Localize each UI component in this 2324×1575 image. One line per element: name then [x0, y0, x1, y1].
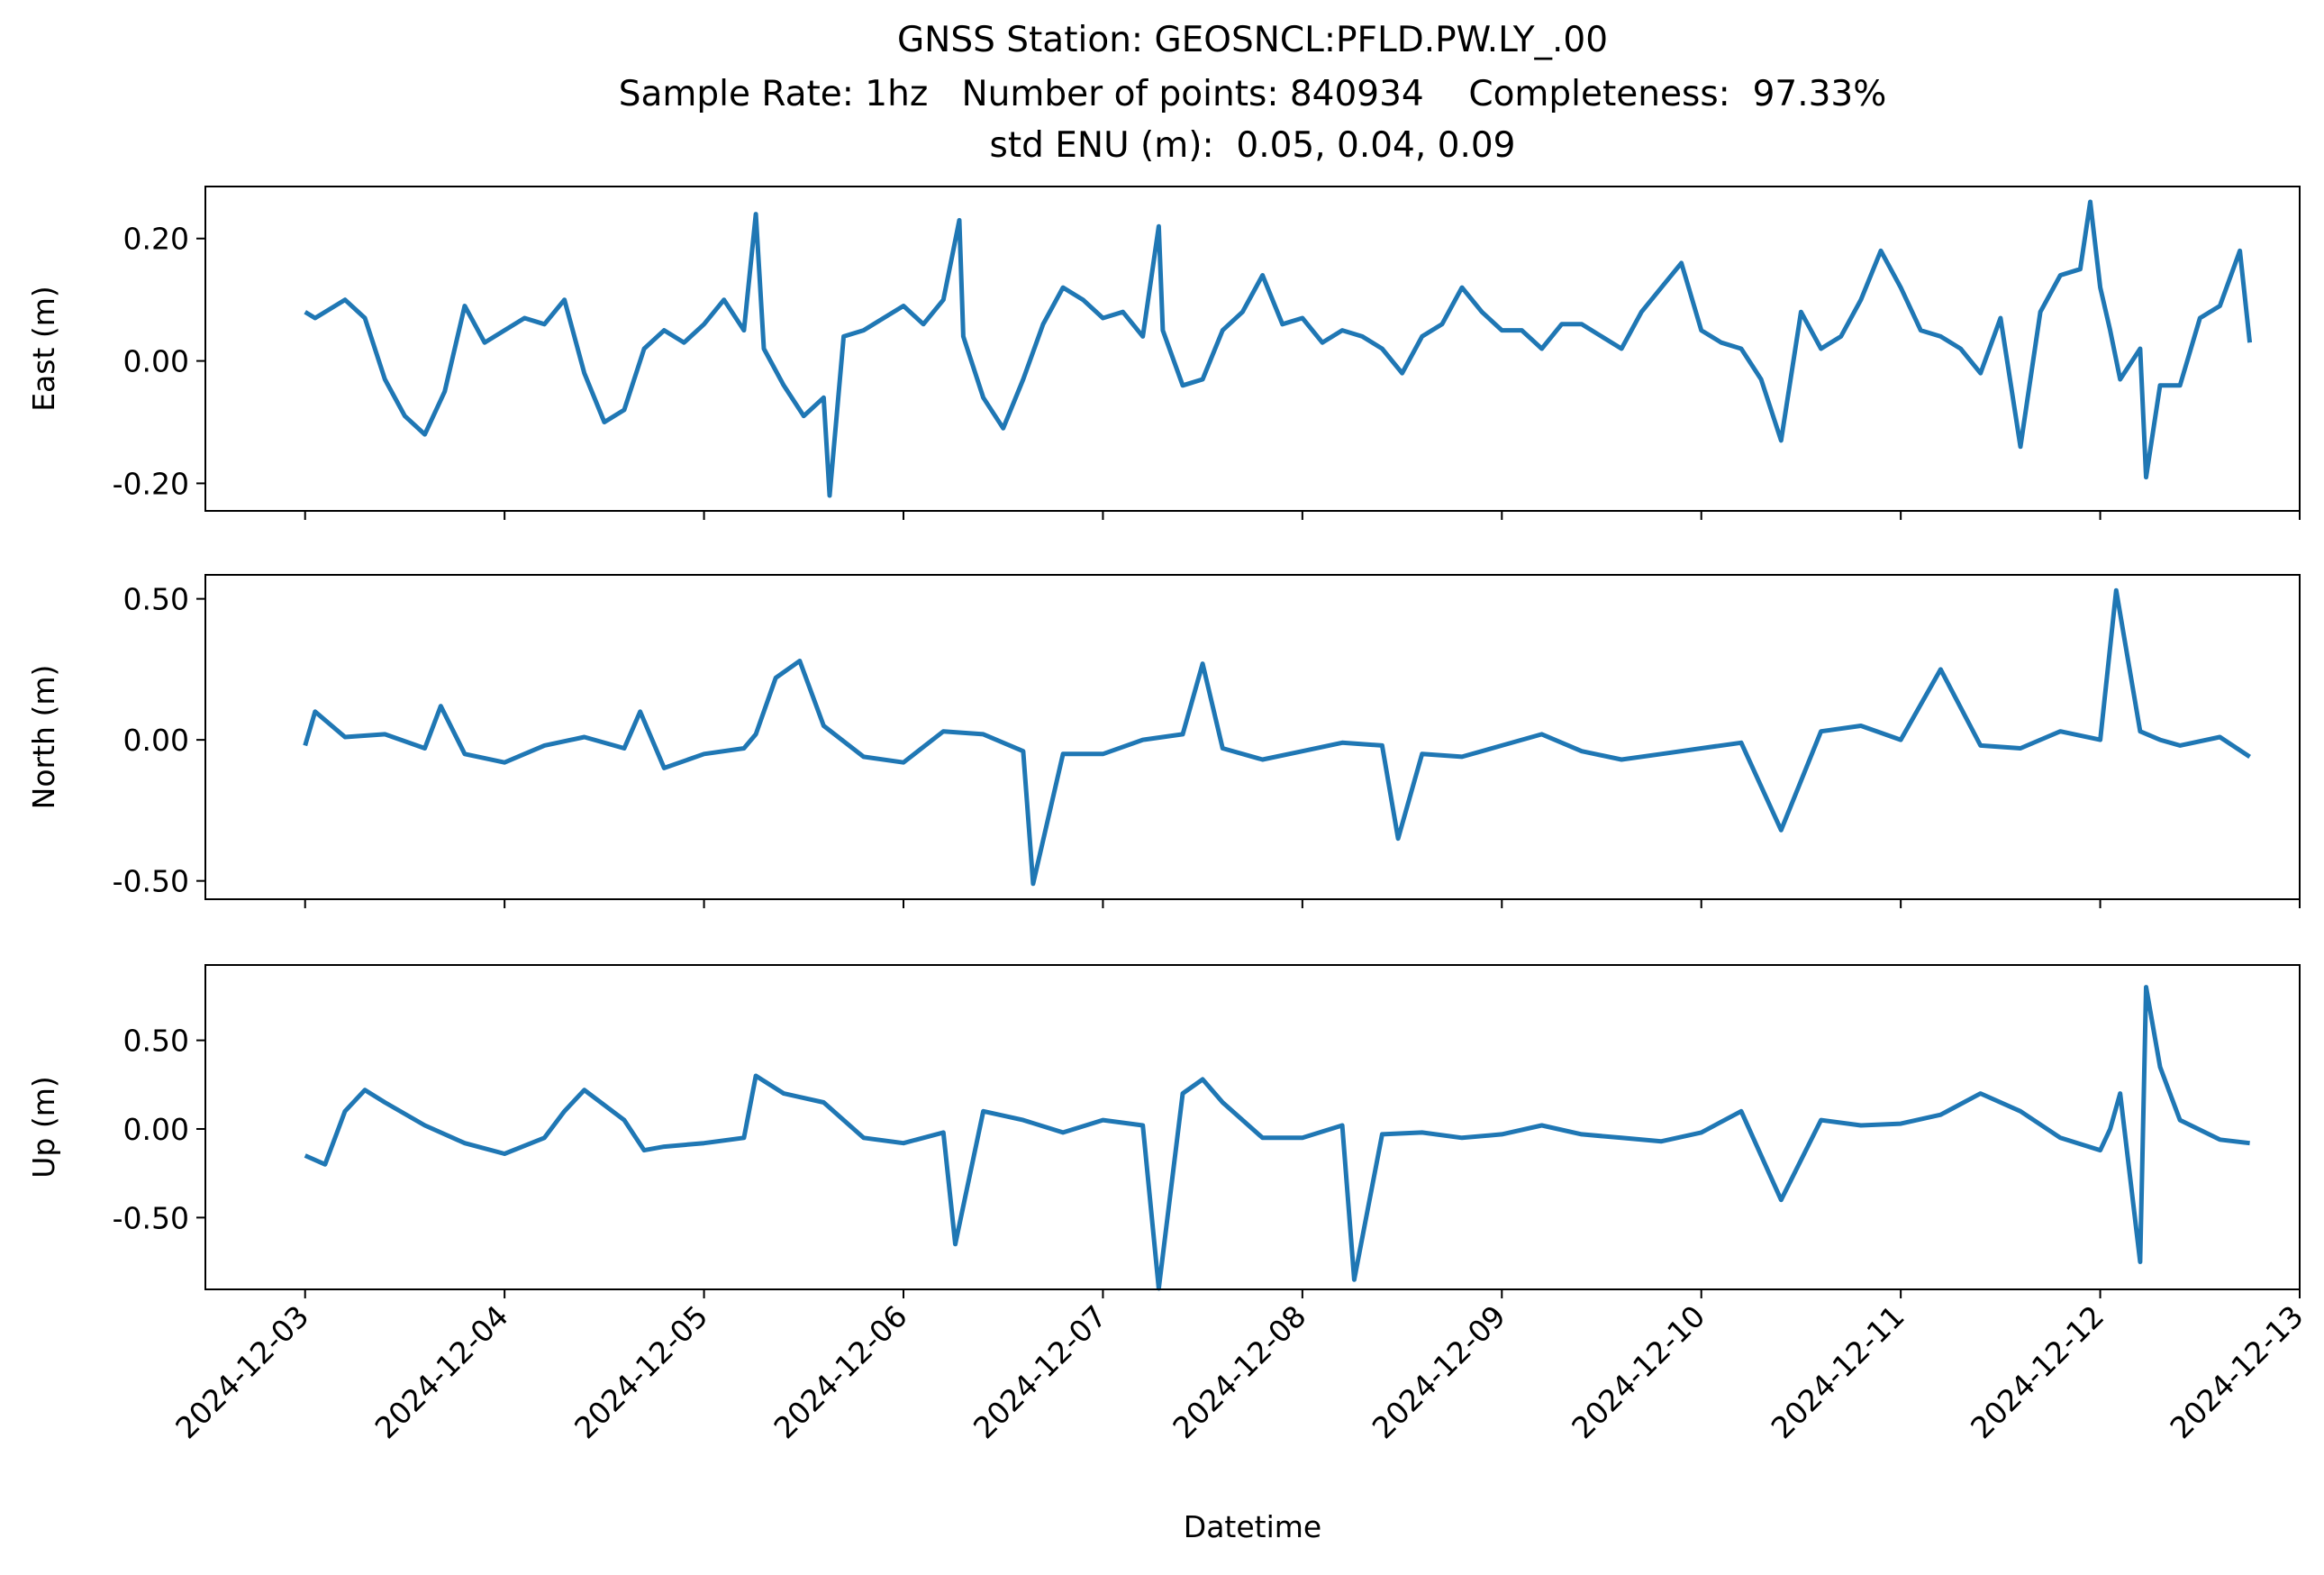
up-panel-xtick-label: 2024-12-05: [567, 1298, 714, 1445]
east-panel-ytick-label: 0.00: [123, 344, 189, 379]
up-panel-xtick-label: 2024-12-09: [1366, 1298, 1512, 1445]
east-panel-ylabel: East (m): [26, 286, 61, 412]
up-panel-ytick-label: 0.00: [123, 1112, 189, 1147]
up-panel-axes-frame: [204, 964, 2301, 1290]
north-panel-ytick-label: 0.50: [123, 582, 189, 617]
north-panel-axes-frame: [204, 574, 2301, 900]
up-panel-xtick-label: 2024-12-03: [168, 1298, 315, 1445]
north-panel-series-line: [303, 587, 2251, 887]
north-panel-ylabel: North (m): [26, 665, 61, 810]
north-panel-ytick-label: 0.00: [123, 723, 189, 758]
up-panel-series-line: [304, 985, 2250, 1291]
east-panel-ytick-label: -0.20: [113, 466, 189, 501]
up-panel-xtick-label: 2024-12-07: [967, 1298, 1113, 1445]
east-panel-ytick-label: 0.20: [123, 222, 189, 257]
north-panel-ytick-label: -0.50: [113, 864, 189, 899]
x-axis-label: Datetime: [1184, 1509, 1321, 1544]
up-panel-xtick-label: 2024-12-04: [368, 1298, 515, 1445]
up-panel-xtick-label: 2024-12-10: [1565, 1298, 1711, 1445]
up-panel-xtick-label: 2024-12-11: [1765, 1298, 1911, 1445]
up-panel-xtick-label: 2024-12-12: [1964, 1298, 2111, 1445]
east-panel-series-line: [304, 199, 2253, 498]
east-panel-axes-frame: [204, 186, 2301, 512]
up-panel-xtick-label: 2024-12-08: [1166, 1298, 1312, 1445]
chart-stats-line: std ENU (m): 0.05, 0.04, 0.09: [989, 125, 1516, 166]
up-panel-ytick-label: 0.50: [123, 1024, 189, 1059]
up-panel-ylabel: Up (m): [26, 1076, 61, 1179]
up-panel-xtick-label: 2024-12-06: [767, 1298, 913, 1445]
up-panel-ytick-label: -0.50: [113, 1200, 189, 1235]
chart-title: GNSS Station: GEOSNCL:PFLD.PW.LY_.00: [896, 20, 1609, 60]
up-panel-xtick-label: 2024-12-13: [2163, 1298, 2310, 1445]
chart-subtitle: Sample Rate: 1hz Number of points: 84093…: [618, 74, 1887, 114]
